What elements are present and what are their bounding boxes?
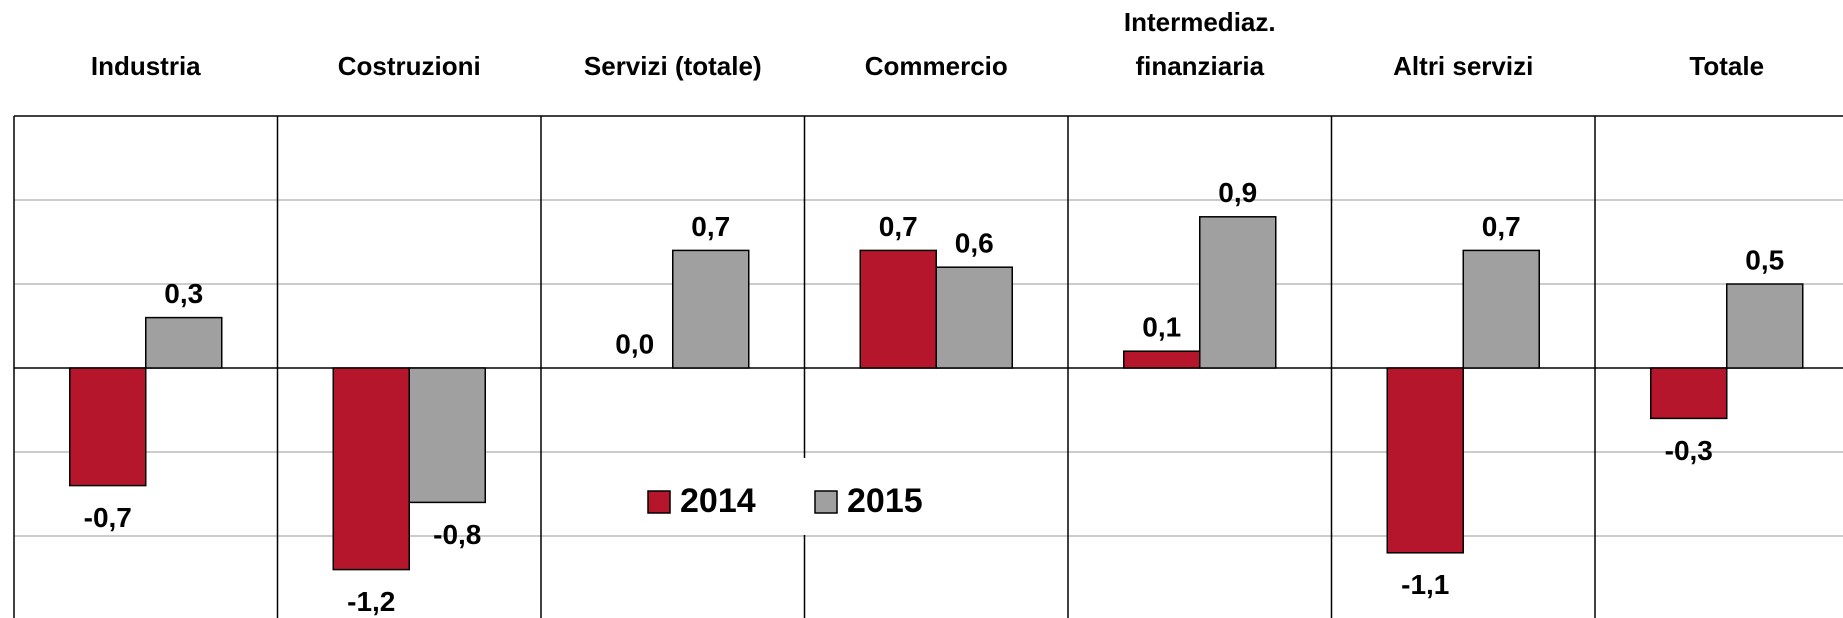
bar [1386, 367, 1464, 554]
category-label: Commercio [864, 51, 1008, 81]
bar [145, 316, 223, 369]
bar [1462, 249, 1540, 369]
value-label: -1,1 [1401, 569, 1449, 600]
value-label: 0,0 [615, 328, 654, 359]
legend-box [623, 458, 958, 535]
category-label: Servizi (totale) [583, 51, 762, 81]
value-label: -0,3 [1665, 435, 1713, 466]
category-label: Costruzioni [337, 51, 481, 81]
value-label: -0,8 [433, 519, 481, 550]
bar [69, 367, 147, 487]
bar [1199, 216, 1277, 369]
value-label: 0,7 [691, 211, 730, 242]
value-label: 0,7 [879, 211, 918, 242]
bar [1123, 350, 1201, 369]
value-label: 0,9 [1218, 177, 1257, 208]
category-label: Altri servizi [1393, 51, 1534, 81]
category-label: Intermediaz. finanziaria [1123, 7, 1276, 81]
legend-swatch [814, 490, 838, 514]
value-label: 0,5 [1745, 244, 1784, 275]
bar [672, 249, 750, 369]
legend-label: 2015 [847, 482, 923, 520]
bar [332, 367, 410, 571]
value-label: 0,7 [1482, 211, 1521, 242]
bar [859, 249, 937, 369]
value-label: -0,7 [84, 502, 132, 533]
legend-label: 2014 [680, 482, 756, 520]
value-label: 0,6 [955, 228, 994, 259]
bar [935, 266, 1013, 369]
legend-swatch [647, 490, 671, 514]
value-label: 0,1 [1142, 312, 1181, 343]
bar [1650, 367, 1728, 420]
category-label: Industria [90, 51, 201, 81]
bar [1726, 283, 1804, 369]
bar [408, 367, 486, 504]
value-label: -1,2 [347, 586, 395, 617]
category-label: Totale [1689, 51, 1765, 81]
value-label: 0,3 [164, 278, 203, 309]
